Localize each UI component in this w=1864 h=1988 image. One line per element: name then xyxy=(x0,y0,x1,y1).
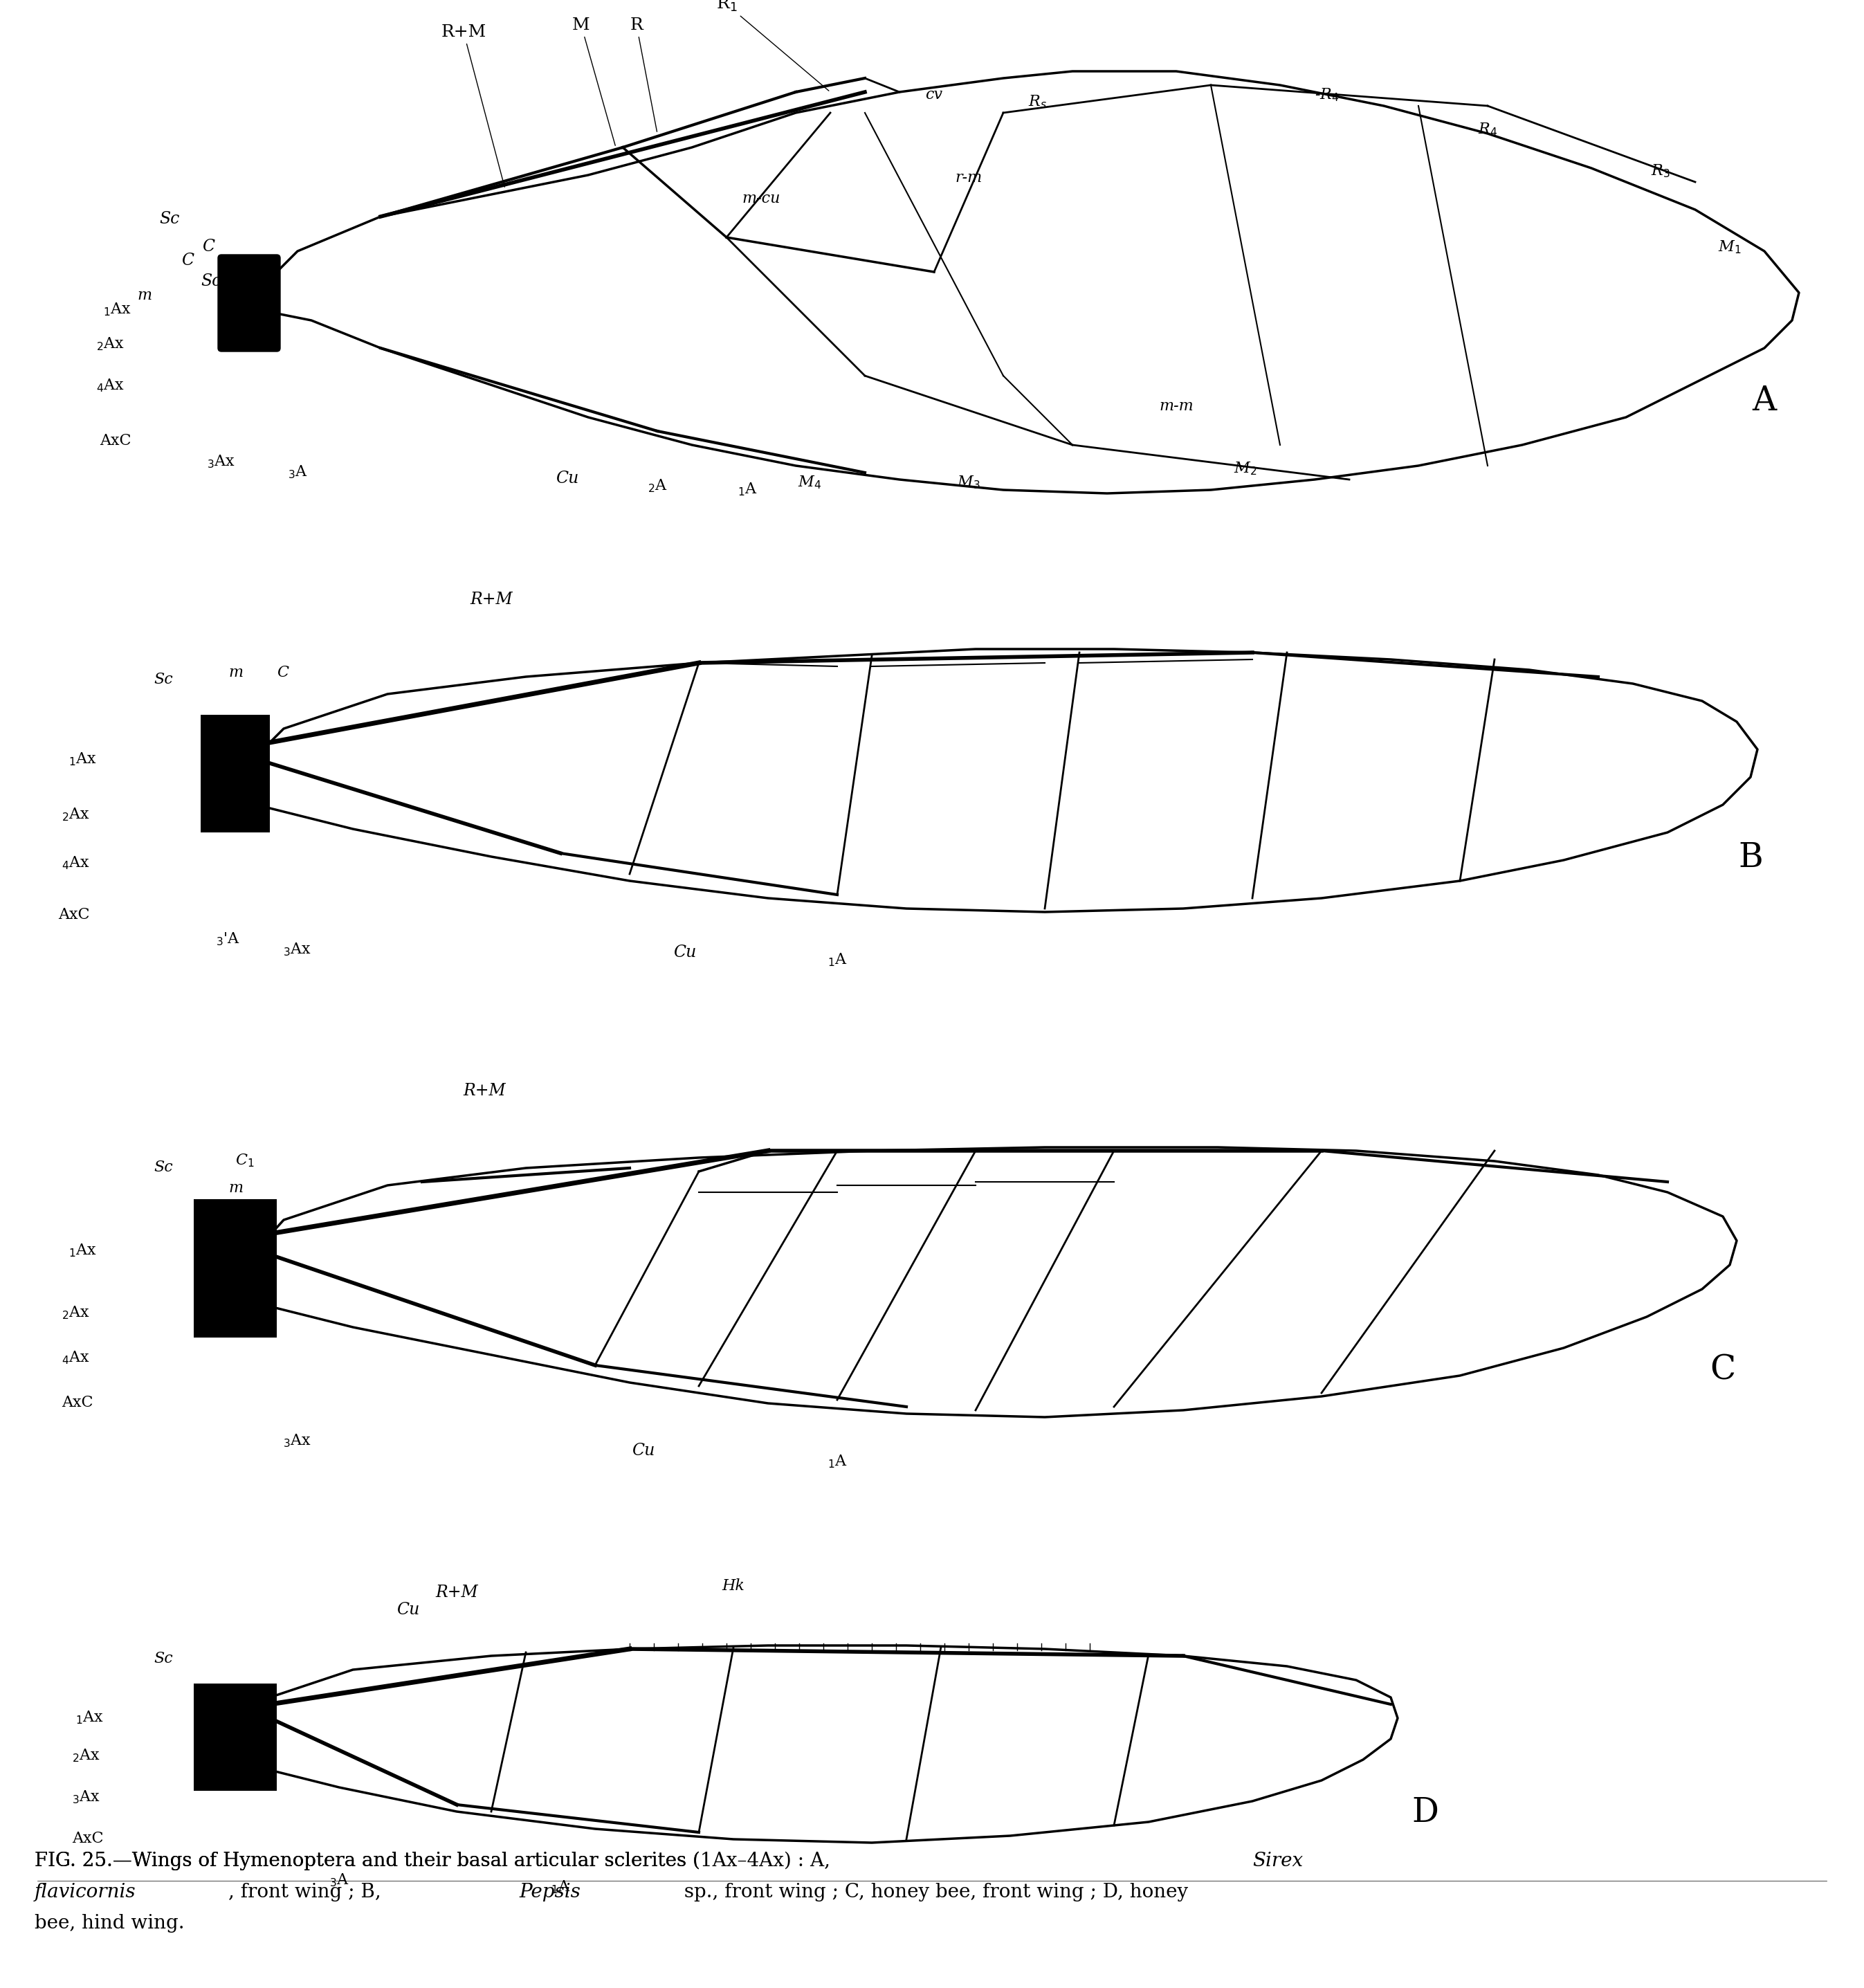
Text: M: M xyxy=(572,18,615,145)
Text: M$_1$: M$_1$ xyxy=(1719,239,1741,254)
Text: r-m: r-m xyxy=(954,171,982,185)
Text: R: R xyxy=(630,18,656,131)
Text: $_2$Ax: $_2$Ax xyxy=(97,336,125,352)
Text: $_3$Ax: $_3$Ax xyxy=(283,940,311,958)
Text: R+M: R+M xyxy=(470,592,513,608)
Polygon shape xyxy=(194,1684,276,1791)
Text: -R$_4$: -R$_4$ xyxy=(1314,87,1338,103)
Text: , front wing ; B,: , front wing ; B, xyxy=(227,1883,388,1901)
Text: $_4$Ax: $_4$Ax xyxy=(62,855,89,871)
Text: AxC: AxC xyxy=(73,1831,104,1847)
Text: Cu: Cu xyxy=(673,944,697,960)
Text: C: C xyxy=(1709,1354,1735,1386)
Text: flavicornis: flavicornis xyxy=(35,1883,136,1901)
Text: $_4$Ax: $_4$Ax xyxy=(62,1350,89,1366)
Text: $_1$Ax: $_1$Ax xyxy=(69,1242,97,1258)
Text: Cu: Cu xyxy=(397,1602,419,1618)
Text: $_1$A: $_1$A xyxy=(828,952,848,968)
Text: $_2$Ax: $_2$Ax xyxy=(62,1304,89,1320)
Text: Sc: Sc xyxy=(153,1159,173,1175)
Text: Cu: Cu xyxy=(632,1443,654,1459)
Text: sp., front wing ; C, honey bee, front wing ; D, honey: sp., front wing ; C, honey bee, front wi… xyxy=(678,1883,1187,1901)
Text: $_2$Ax: $_2$Ax xyxy=(73,1747,101,1763)
Text: R$_s$: R$_s$ xyxy=(1029,93,1048,109)
Text: $_3$Ax: $_3$Ax xyxy=(283,1433,311,1449)
Text: C: C xyxy=(201,239,214,254)
Text: AxC: AxC xyxy=(58,907,89,922)
Text: $_1$A: $_1$A xyxy=(738,481,757,497)
Text: AxC: AxC xyxy=(101,433,132,449)
Text: $_3$Ax: $_3$Ax xyxy=(207,453,235,469)
Text: Cu: Cu xyxy=(555,471,580,487)
Text: FIG. 25.—Wings of Hymenoptera and their basal articular sclerites (: FIG. 25.—Wings of Hymenoptera and their … xyxy=(35,1851,701,1871)
Text: Sirex: Sirex xyxy=(1253,1851,1303,1871)
Text: C: C xyxy=(276,664,289,680)
FancyBboxPatch shape xyxy=(218,254,280,352)
Text: C$_1$: C$_1$ xyxy=(235,1153,254,1169)
Text: R$_4$: R$_4$ xyxy=(1478,121,1497,137)
Text: Sc: Sc xyxy=(160,211,181,227)
Text: $_3$'A: $_3$'A xyxy=(216,930,240,946)
Text: Sc: Sc xyxy=(153,672,173,688)
Text: m: m xyxy=(138,288,153,302)
Text: $_1$Ax: $_1$Ax xyxy=(75,1710,104,1726)
Text: m-cu: m-cu xyxy=(742,191,781,207)
Text: A: A xyxy=(1752,386,1776,417)
Text: Sc: Sc xyxy=(201,272,222,288)
Text: $_1$Ax: $_1$Ax xyxy=(103,300,132,318)
Text: R+M: R+M xyxy=(462,1083,505,1099)
Polygon shape xyxy=(194,1199,276,1338)
Text: Pepsis: Pepsis xyxy=(518,1883,580,1901)
Text: R+M: R+M xyxy=(442,24,505,187)
Text: $_1$A: $_1$A xyxy=(828,1453,848,1469)
Text: Sc: Sc xyxy=(153,1650,173,1666)
Text: m: m xyxy=(227,1181,242,1195)
Text: $_2$Ax: $_2$Ax xyxy=(62,805,89,823)
Text: $_1$Ax: $_1$Ax xyxy=(69,751,97,767)
Text: D: D xyxy=(1411,1797,1439,1829)
Text: $_4$Ax: $_4$Ax xyxy=(97,378,125,394)
Text: $_3$A: $_3$A xyxy=(330,1873,349,1889)
Text: R$_1$: R$_1$ xyxy=(716,0,829,91)
Text: M$_3$: M$_3$ xyxy=(956,473,980,491)
Text: FIG. 25.—Wings of Hymenoptera and their basal articular sclerites (1Ax–4Ax) : A,: FIG. 25.—Wings of Hymenoptera and their … xyxy=(35,1851,837,1871)
Text: B: B xyxy=(1737,841,1763,875)
Text: $_3$Ax: $_3$Ax xyxy=(73,1789,101,1805)
Text: R$_3$: R$_3$ xyxy=(1652,163,1670,179)
Text: R+M: R+M xyxy=(436,1584,477,1600)
Text: m-m: m-m xyxy=(1159,398,1193,414)
Text: M$_4$: M$_4$ xyxy=(798,473,822,491)
Text: $_3$A: $_3$A xyxy=(287,463,308,479)
Text: C: C xyxy=(181,252,194,268)
Text: $_1$A: $_1$A xyxy=(550,1879,570,1895)
Text: bee, hind wing.: bee, hind wing. xyxy=(35,1914,185,1932)
Text: Hk: Hk xyxy=(721,1578,746,1594)
Text: AxC: AxC xyxy=(62,1396,93,1409)
Text: M$_2$: M$_2$ xyxy=(1234,459,1256,477)
Text: m: m xyxy=(227,664,242,680)
Polygon shape xyxy=(201,716,270,833)
Text: $_2$A: $_2$A xyxy=(647,477,667,493)
Text: cv: cv xyxy=(925,87,943,103)
